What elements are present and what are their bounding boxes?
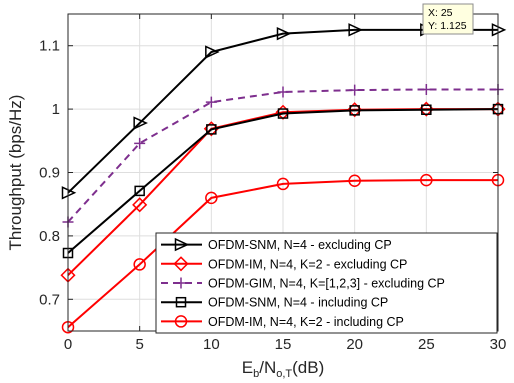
marker-triangle xyxy=(205,45,220,59)
marker-plus xyxy=(420,83,432,95)
marker-plus xyxy=(205,96,217,108)
marker-plus xyxy=(277,86,289,98)
marker-square xyxy=(134,185,145,197)
series-line xyxy=(67,108,499,254)
marker-triangle xyxy=(348,23,363,37)
marker-square xyxy=(277,108,289,119)
tick-labels: 0 5 10 15 20 25 30 0.7 0.8 0.9 1 1.1 xyxy=(39,14,506,353)
y-tick-label: 1 xyxy=(52,101,60,118)
series-line xyxy=(67,179,498,328)
marker-diamond xyxy=(132,197,148,213)
legend-entry-3: OFDM-GIM, N=4, K=[1,2,3] - excluding CP xyxy=(161,277,445,291)
marker-triangle xyxy=(276,26,292,41)
legend-box xyxy=(155,232,498,334)
marker-square xyxy=(175,296,187,308)
legend-label: OFDM-GIM, N=4, K=[1,2,3] - excluding CP xyxy=(208,277,445,291)
legend-entry-4: OFDM-SNM, N=4 - including CP xyxy=(161,296,388,310)
y-tick-label: 0.7 xyxy=(39,291,60,308)
x-tick-label: 5 xyxy=(135,336,143,353)
legend-label: OFDM-SNM, N=4 - including CP xyxy=(208,296,388,310)
x-tick-label: 0 xyxy=(64,336,72,353)
marker-square xyxy=(421,104,432,115)
marker-plus xyxy=(134,137,146,149)
y-tick-label: 1.1 xyxy=(39,38,60,55)
legend-entry-1: OFDM-SNM, N=4 - excluding CP xyxy=(161,237,392,252)
marker-triangle xyxy=(174,237,190,252)
data-tip-box xyxy=(422,3,474,35)
marker-diamond xyxy=(173,256,189,272)
x-tick-label: 20 xyxy=(346,336,363,353)
legend-label: OFDM-IM, N=4, K=2 - excluding CP xyxy=(208,257,407,271)
data-tip-y: Y: 1.125 xyxy=(428,20,467,32)
marker-circle xyxy=(348,174,361,187)
marker-square xyxy=(206,124,217,135)
x-tick-label: 10 xyxy=(203,336,220,353)
x-tick-label: 25 xyxy=(418,336,435,353)
marker-triangle xyxy=(133,116,148,130)
marker-circle xyxy=(205,191,218,205)
marker-plus xyxy=(175,277,187,289)
y-tick-label: 0.9 xyxy=(39,165,60,182)
legend-label: OFDM-SNM, N=4 - excluding CP xyxy=(208,238,392,252)
x-tick-label: 15 xyxy=(275,336,292,353)
marker-plus xyxy=(349,84,361,96)
y-tick-label: 0.8 xyxy=(39,228,60,245)
marker-circle xyxy=(133,258,146,271)
series-5 xyxy=(61,173,505,334)
marker-circle xyxy=(174,315,188,328)
x-tick-label: 30 xyxy=(490,336,507,353)
legend-label: OFDM-IM, N=4, K=2 - including CP xyxy=(208,315,404,329)
y-axis-label: Throughput (bps/Hz) xyxy=(6,95,25,251)
x-axis-label: Eb/No,T(dB) xyxy=(242,358,325,380)
legend: OFDM-SNM, N=4 - excluding CP OFDM-IM, N=4… xyxy=(155,232,498,334)
marker-circle xyxy=(420,173,433,187)
data-tip[interactable]: X: 25Y: 1.125 xyxy=(422,3,474,35)
marker-square xyxy=(349,105,360,116)
data-tip-x: X: 25 xyxy=(428,7,453,19)
legend-entry-5: OFDM-IM, N=4, K=2 - including CP xyxy=(161,315,404,329)
legend-entry-2: OFDM-IM, N=4, K=2 - excluding CP xyxy=(161,256,407,272)
marker-circle xyxy=(276,177,290,191)
